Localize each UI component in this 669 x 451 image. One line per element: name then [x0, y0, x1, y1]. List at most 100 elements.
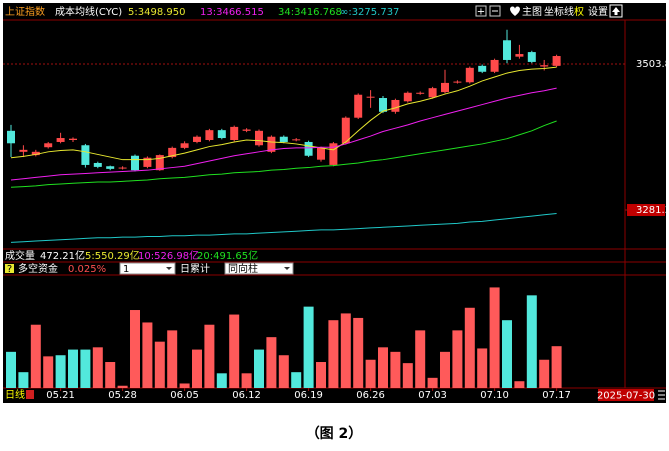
- bar: [278, 355, 289, 388]
- bar: [539, 359, 550, 388]
- x-tick-label: 06.26: [356, 390, 385, 401]
- candle-body: [416, 92, 425, 94]
- candle-body: [279, 136, 288, 142]
- price-tag: [627, 204, 665, 217]
- bar: [440, 351, 450, 388]
- zoom-in-button[interactable]: [475, 5, 487, 17]
- toolbar-button[interactable]: 设置: [588, 6, 608, 18]
- cursor-date-box: [598, 389, 654, 401]
- lower-title: 多空资金: [18, 262, 58, 275]
- menu-icon[interactable]: [658, 390, 665, 400]
- bar: [179, 383, 190, 388]
- candle-body: [304, 141, 313, 156]
- bar: [117, 385, 128, 388]
- candle-body: [44, 143, 53, 148]
- toolbar-button[interactable]: 坐标线: [544, 5, 574, 18]
- bar: [254, 349, 264, 388]
- bar: [477, 348, 488, 388]
- candle-body: [180, 143, 189, 148]
- bar: [130, 310, 140, 388]
- collapse-icon: [612, 7, 620, 15]
- candle-body: [478, 65, 487, 72]
- candle-body: [193, 136, 201, 142]
- legend-entry: 5:3498.950: [128, 7, 185, 18]
- zoom-out-button[interactable]: [489, 5, 501, 17]
- period-select-value: 1: [123, 264, 129, 275]
- help-icon: ?: [7, 264, 12, 275]
- candle-body: [391, 99, 400, 112]
- candle-body: [292, 139, 301, 141]
- collapse-button[interactable]: [609, 4, 623, 18]
- bar: [142, 322, 153, 388]
- mode-select-value: 同向柱: [228, 262, 258, 275]
- candle-body: [168, 147, 177, 158]
- candle-body: [441, 82, 449, 93]
- ma-line: [10, 120, 557, 188]
- bar: [167, 330, 178, 388]
- bar: [340, 313, 351, 388]
- candle-body: [354, 94, 363, 118]
- bar: [43, 356, 54, 388]
- legend-entry: ∞:3275.737: [340, 7, 399, 18]
- bar: [415, 330, 426, 388]
- ma-line: [10, 87, 557, 181]
- y-tick-label: 3503.8: [636, 59, 669, 70]
- volume-ma: 20:491.65亿: [197, 249, 258, 262]
- x-tick-label: 05.28: [108, 390, 137, 401]
- bar: [427, 377, 438, 388]
- bar: [551, 346, 562, 388]
- candle-body: [453, 81, 462, 83]
- caption: （图 2）: [306, 426, 363, 442]
- bar: [316, 362, 326, 388]
- zoom-in-icon: +: [477, 7, 485, 18]
- bar: [390, 351, 401, 388]
- x-tick-label: 06.12: [232, 390, 261, 401]
- volume-total: 472.21亿: [40, 249, 85, 262]
- period-select[interactable]: [119, 262, 176, 275]
- legend-entry: 34:3416.768: [278, 7, 342, 18]
- candle-body: [230, 126, 239, 141]
- bar: [105, 362, 116, 388]
- bar: [303, 306, 314, 388]
- volume-ma: 10:526.98亿: [138, 249, 199, 262]
- chart-title: 上证指数: [5, 5, 45, 18]
- accumulate-label: 日累计: [180, 262, 210, 275]
- x-tick-label: 06.19: [294, 390, 323, 401]
- period-label: 日线: [5, 388, 25, 401]
- candle-body: [552, 56, 561, 66]
- bar: [80, 349, 91, 388]
- bar: [6, 351, 16, 388]
- candle-body: [329, 143, 338, 165]
- help-button[interactable]: [5, 264, 14, 273]
- candle-body: [267, 136, 276, 152]
- bar: [204, 324, 215, 388]
- candle-body: [403, 92, 412, 102]
- mode-select[interactable]: [224, 262, 294, 275]
- bar: [464, 307, 475, 388]
- bar: [526, 295, 537, 388]
- x-tick-label: 06.05: [170, 390, 199, 401]
- cursor-date: 2025-07-30: [597, 391, 655, 402]
- bar: [192, 349, 202, 388]
- candle-body: [7, 130, 15, 144]
- candle-body: [106, 166, 115, 169]
- candle-body: [31, 151, 40, 156]
- bar: [18, 372, 29, 388]
- indicator-name: 成本均线(CYC): [55, 5, 122, 18]
- candle-body: [428, 88, 437, 98]
- x-tick-label: 07.17: [542, 390, 571, 401]
- bar: [266, 337, 277, 388]
- bar: [291, 372, 302, 388]
- favorite-button[interactable]: [510, 6, 520, 17]
- bar: [229, 314, 240, 388]
- toolbar-button[interactable]: 主图: [522, 6, 542, 18]
- candle-body: [205, 130, 214, 141]
- select-arrow: [166, 267, 172, 270]
- toolbar-button[interactable]: 权: [574, 5, 584, 18]
- candle-body: [503, 40, 511, 60]
- y-tick-label: 3281.3: [636, 205, 669, 216]
- bar: [489, 287, 500, 388]
- bar: [30, 324, 41, 388]
- bar: [402, 363, 413, 388]
